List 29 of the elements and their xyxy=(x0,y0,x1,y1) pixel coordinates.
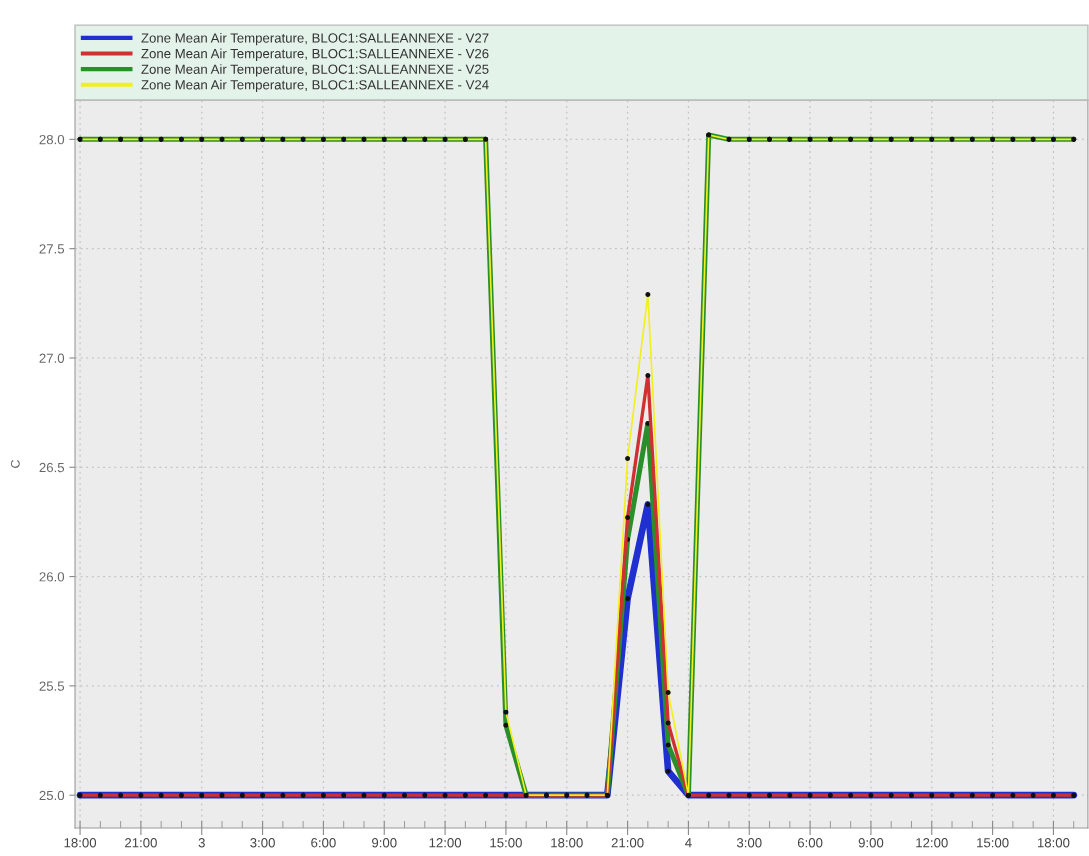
x-tick-label: 21:00 xyxy=(611,838,644,848)
x-tick-label: 21:00 xyxy=(125,838,157,848)
legend-label: Zone Mean Air Temperature, BLOC1:SALLEANNEXE - V26 xyxy=(141,48,489,61)
x-tick-label: 18:00 xyxy=(1037,838,1070,848)
legend-label: Zone Mean Air Temperature, BLOC1:SALLEANNEXE - V24 xyxy=(141,79,489,93)
x-tick-label: 3 xyxy=(198,838,205,848)
y-tick-label: 27.0 xyxy=(39,353,65,363)
y-axis-title: C xyxy=(10,459,20,468)
y-tick-label: 25.0 xyxy=(39,790,65,801)
x-tick-label: 15:00 xyxy=(977,838,1009,848)
x-tick-label: 15:00 xyxy=(490,838,522,848)
y-tick-label: 26.0 xyxy=(39,572,65,582)
y-tick-label: 27.5 xyxy=(39,244,65,254)
x-tick-label: 3:00 xyxy=(250,838,275,848)
y-tick-label: 26.5 xyxy=(39,462,65,473)
x-tick-label: 18:00 xyxy=(551,838,583,848)
x-tick-label: 9:00 xyxy=(372,838,397,848)
x-tick-label: 6:00 xyxy=(311,838,336,848)
y-tick-label: 28.0 xyxy=(39,134,65,145)
legend-label: Zone Mean Air Temperature, BLOC1:SALLEANNEXE - V27 xyxy=(141,32,489,46)
x-tick-label: 9:00 xyxy=(858,838,884,848)
x-tick-label: 12:00 xyxy=(916,838,948,848)
x-tick-label: 6:00 xyxy=(797,838,823,848)
x-tick-label: 18:00 xyxy=(64,838,97,848)
x-tick-label: 3:00 xyxy=(736,838,762,848)
y-tick-label: 25.5 xyxy=(39,681,65,691)
legend-label: Zone Mean Air Temperature, BLOC1:SALLEANNEXE - V25 xyxy=(141,64,489,77)
x-tick-label: 12:00 xyxy=(429,838,462,848)
x-tick-label: 4 xyxy=(685,838,692,848)
